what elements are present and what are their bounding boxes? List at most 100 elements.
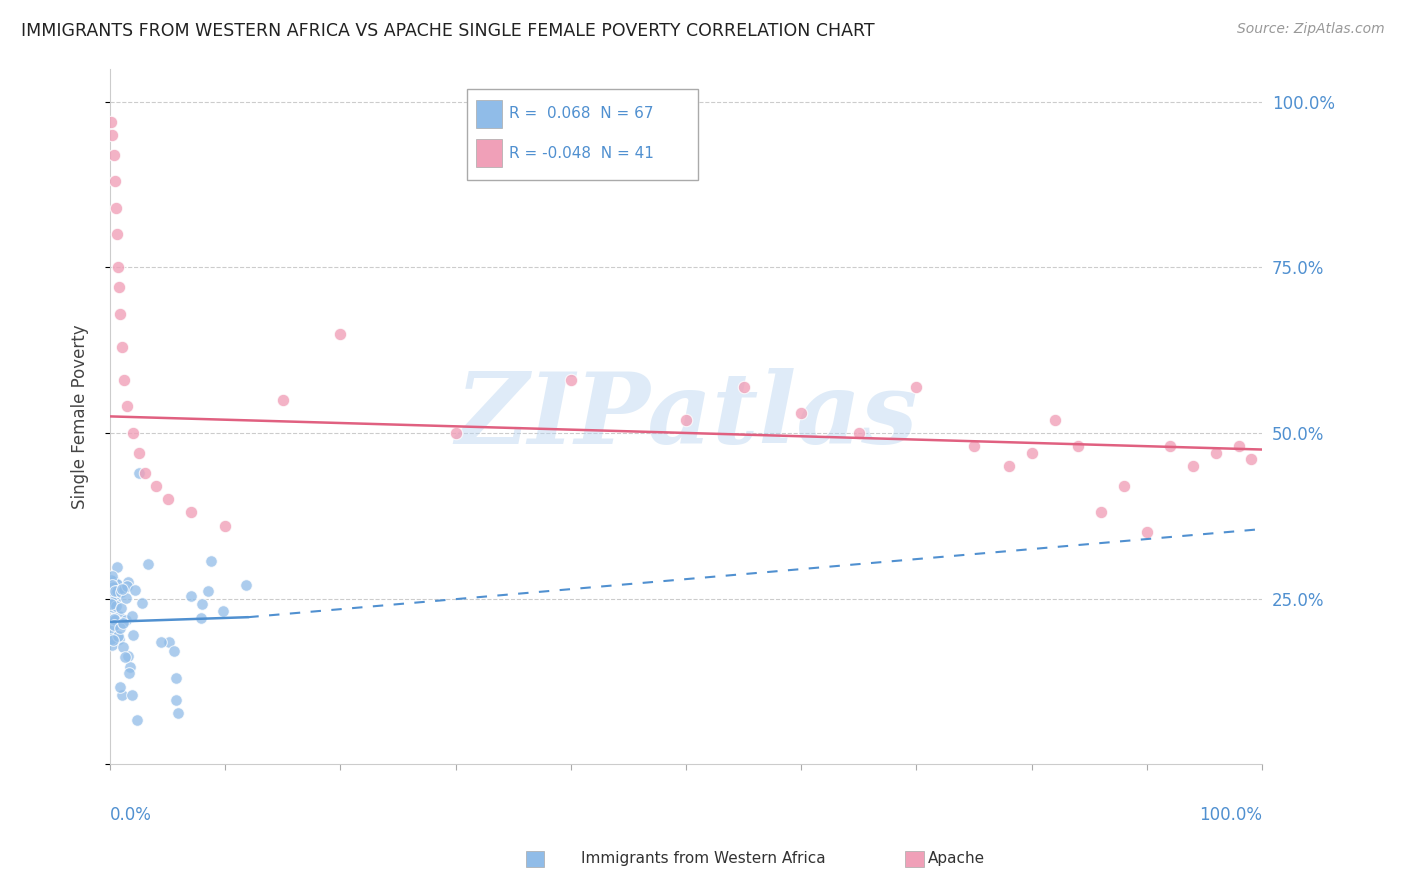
Point [675, 413, 697, 427]
Point [1090, 506, 1112, 520]
Point [128, 466, 150, 480]
Point [149, 635, 172, 649]
Point [190, 611, 212, 625]
Point [110, 584, 132, 599]
Text: IMMIGRANTS FROM WESTERN AFRICA VS APACHE SINGLE FEMALE POVERTY CORRELATION CHART: IMMIGRANTS FROM WESTERN AFRICA VS APACHE… [21, 22, 875, 40]
Point [115, 613, 138, 627]
Point [104, 583, 127, 598]
Point [112, 373, 135, 387]
Point [101, 622, 124, 636]
Point [115, 578, 138, 592]
Point [1021, 446, 1043, 460]
Point [128, 446, 150, 460]
Point [107, 582, 129, 596]
Point [180, 589, 202, 603]
Point [156, 492, 179, 507]
Point [107, 584, 129, 599]
Point [108, 621, 131, 635]
Point [112, 640, 135, 655]
Point [122, 425, 145, 440]
Point [107, 629, 129, 643]
Point [104, 613, 127, 627]
Point [997, 459, 1019, 474]
Y-axis label: Single Female Poverty: Single Female Poverty [72, 324, 89, 508]
Point [191, 597, 214, 611]
Text: Source: ZipAtlas.com: Source: ZipAtlas.com [1237, 22, 1385, 37]
Point [110, 600, 132, 615]
Point [104, 587, 127, 601]
Point [1043, 413, 1066, 427]
Point [100, 114, 122, 128]
Point [105, 227, 128, 242]
Text: R = -0.048  N = 41: R = -0.048 N = 41 [509, 146, 654, 161]
FancyBboxPatch shape [467, 89, 697, 180]
Point [444, 425, 467, 440]
Point [1112, 479, 1135, 493]
Point [165, 671, 187, 685]
Point [1136, 525, 1159, 540]
Point [100, 597, 122, 611]
Point [163, 644, 186, 658]
Point [110, 307, 132, 321]
Point [112, 582, 135, 596]
Bar [477, 100, 502, 128]
Point [103, 618, 125, 632]
Point [117, 648, 139, 663]
Text: Apache: Apache [928, 851, 986, 865]
Point [120, 659, 142, 673]
Point [963, 439, 986, 453]
Point [101, 569, 124, 583]
Point [105, 576, 128, 591]
Text: ZIPatlas: ZIPatlas [456, 368, 917, 465]
Point [157, 635, 180, 649]
Point [103, 612, 125, 626]
Point [101, 589, 124, 603]
Point [1205, 446, 1227, 460]
Point [108, 632, 131, 646]
Point [104, 576, 127, 591]
Point [103, 632, 125, 647]
Point [733, 379, 755, 393]
Point [103, 574, 125, 589]
Point [104, 580, 127, 594]
Point [145, 479, 167, 493]
Point [212, 603, 235, 617]
Point [104, 201, 127, 215]
Point [105, 559, 128, 574]
Point [131, 596, 153, 610]
Point [108, 280, 131, 294]
Point [101, 578, 124, 592]
Point [104, 591, 127, 605]
Point [134, 466, 156, 480]
Point [115, 591, 138, 606]
Point [1239, 452, 1261, 467]
Point [103, 147, 125, 161]
Point [1181, 459, 1204, 474]
Point [104, 599, 127, 613]
Point [100, 573, 122, 587]
Point [200, 554, 222, 568]
Point [121, 688, 143, 702]
Point [136, 558, 159, 572]
Point [101, 128, 124, 142]
Point [101, 580, 124, 594]
Point [1159, 439, 1181, 453]
Point [271, 392, 294, 407]
Point [1067, 439, 1090, 453]
Point [560, 373, 582, 387]
Point [329, 326, 352, 341]
Point [127, 713, 149, 727]
Point [111, 616, 134, 631]
Point [214, 518, 236, 533]
Point [235, 577, 257, 591]
Point [117, 575, 139, 590]
Point [104, 174, 127, 188]
Point [101, 595, 124, 609]
Point [197, 583, 219, 598]
Point [165, 692, 187, 706]
Point [180, 506, 202, 520]
Point [905, 379, 928, 393]
Point [166, 706, 188, 720]
Point [101, 599, 124, 614]
Point [848, 425, 870, 440]
